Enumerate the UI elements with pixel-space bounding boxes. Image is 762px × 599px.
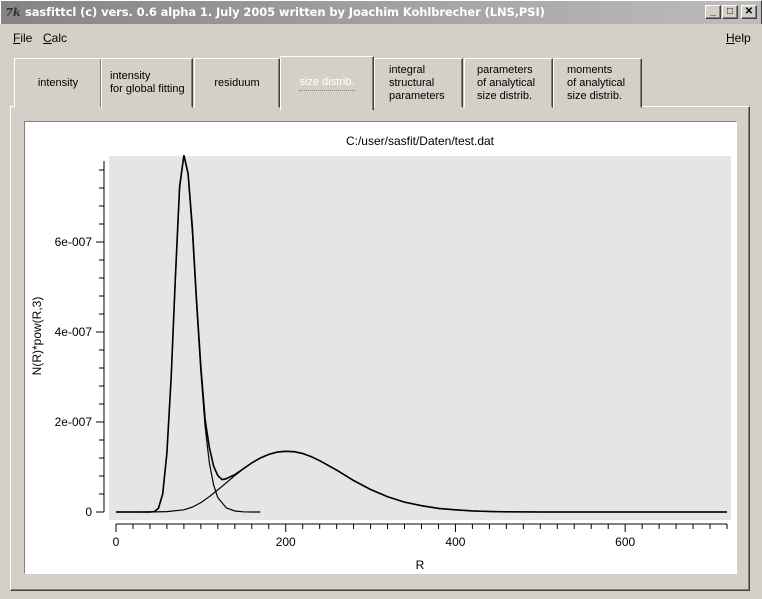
- close-button[interactable]: ✕: [741, 5, 757, 19]
- chart-title: C:/user/sasfit/Daten/test.dat: [346, 134, 495, 148]
- y-tick-label: 6e-007: [55, 235, 93, 249]
- x-tick-label: 200: [276, 535, 296, 549]
- menu-bar: File Calc Help: [0, 24, 762, 50]
- tab-intensity[interactable]: intensity: [14, 58, 102, 108]
- size-distribution-chart[interactable]: C:/user/sasfit/Daten/test.dat R N(R)*pow…: [25, 122, 736, 573]
- tab-moments-analytical-label: moments of analytical size distrib.: [567, 63, 626, 102]
- tab-parameters-analytical-label: parameters of analytical size distrib.: [477, 63, 536, 102]
- x-tick-label: 600: [615, 535, 635, 549]
- menu-file[interactable]: File: [13, 31, 32, 45]
- y-tick-label: 2e-007: [55, 415, 93, 429]
- menu-help-label: elp: [734, 31, 751, 45]
- tab-parameters-analytical[interactable]: parameters of analytical size distrib.: [464, 58, 553, 108]
- maximize-button[interactable]: □: [722, 5, 738, 19]
- y-axis-label: N(R)*pow(R,3): [30, 297, 44, 376]
- tab-intensity-global-fitting[interactable]: intensity for global fitting: [101, 58, 193, 108]
- tab-integral-structural-parameters-label: integral structural parameters: [389, 63, 445, 102]
- menu-file-label: ile: [20, 31, 33, 45]
- x-axis-label: R: [416, 558, 425, 572]
- minimize-button[interactable]: _: [705, 5, 721, 19]
- menu-file-accel: F: [13, 31, 21, 45]
- title-bar[interactable]: 7k sasfittcl (c) vers. 0.6 alpha 1. July…: [0, 0, 762, 24]
- tab-size-distrib-label: size distrib.: [299, 76, 355, 91]
- window-title: sasfittcl (c) vers. 0.6 alpha 1. July 20…: [25, 5, 545, 19]
- plot-frame: C:/user/sasfit/Daten/test.dat R N(R)*pow…: [24, 121, 737, 574]
- curves: [116, 155, 727, 513]
- tk-feather-icon[interactable]: 7k: [5, 6, 21, 19]
- y-tick-label: 0: [85, 505, 92, 519]
- axes: 0 200 400 600 0 2e-007 4e-007 6e-007: [55, 161, 728, 549]
- menu-help[interactable]: Help: [726, 31, 751, 45]
- tab-moments-analytical[interactable]: moments of analytical size distrib.: [553, 58, 642, 108]
- menu-calc-accel: C: [43, 31, 52, 45]
- series-line-3: [116, 155, 727, 513]
- tab-residuum-label: residuum: [214, 76, 260, 89]
- y-tick-label: 4e-007: [55, 325, 93, 339]
- tab-intensity-label: intensity: [37, 76, 79, 89]
- x-tick-label: 0: [113, 535, 120, 549]
- menu-calc[interactable]: Calc: [43, 31, 67, 45]
- x-tick-label: 400: [445, 535, 465, 549]
- tab-residuum[interactable]: residuum: [194, 58, 280, 108]
- tab-size-distrib[interactable]: size distrib.: [280, 56, 374, 110]
- plot-area: [109, 156, 731, 520]
- menu-help-accel: H: [726, 31, 735, 45]
- tab-integral-structural-parameters[interactable]: integral structural parameters: [374, 58, 463, 108]
- tab-intensity-global-fitting-label: intensity for global fitting: [110, 70, 185, 95]
- menu-calc-label: alc: [51, 31, 68, 45]
